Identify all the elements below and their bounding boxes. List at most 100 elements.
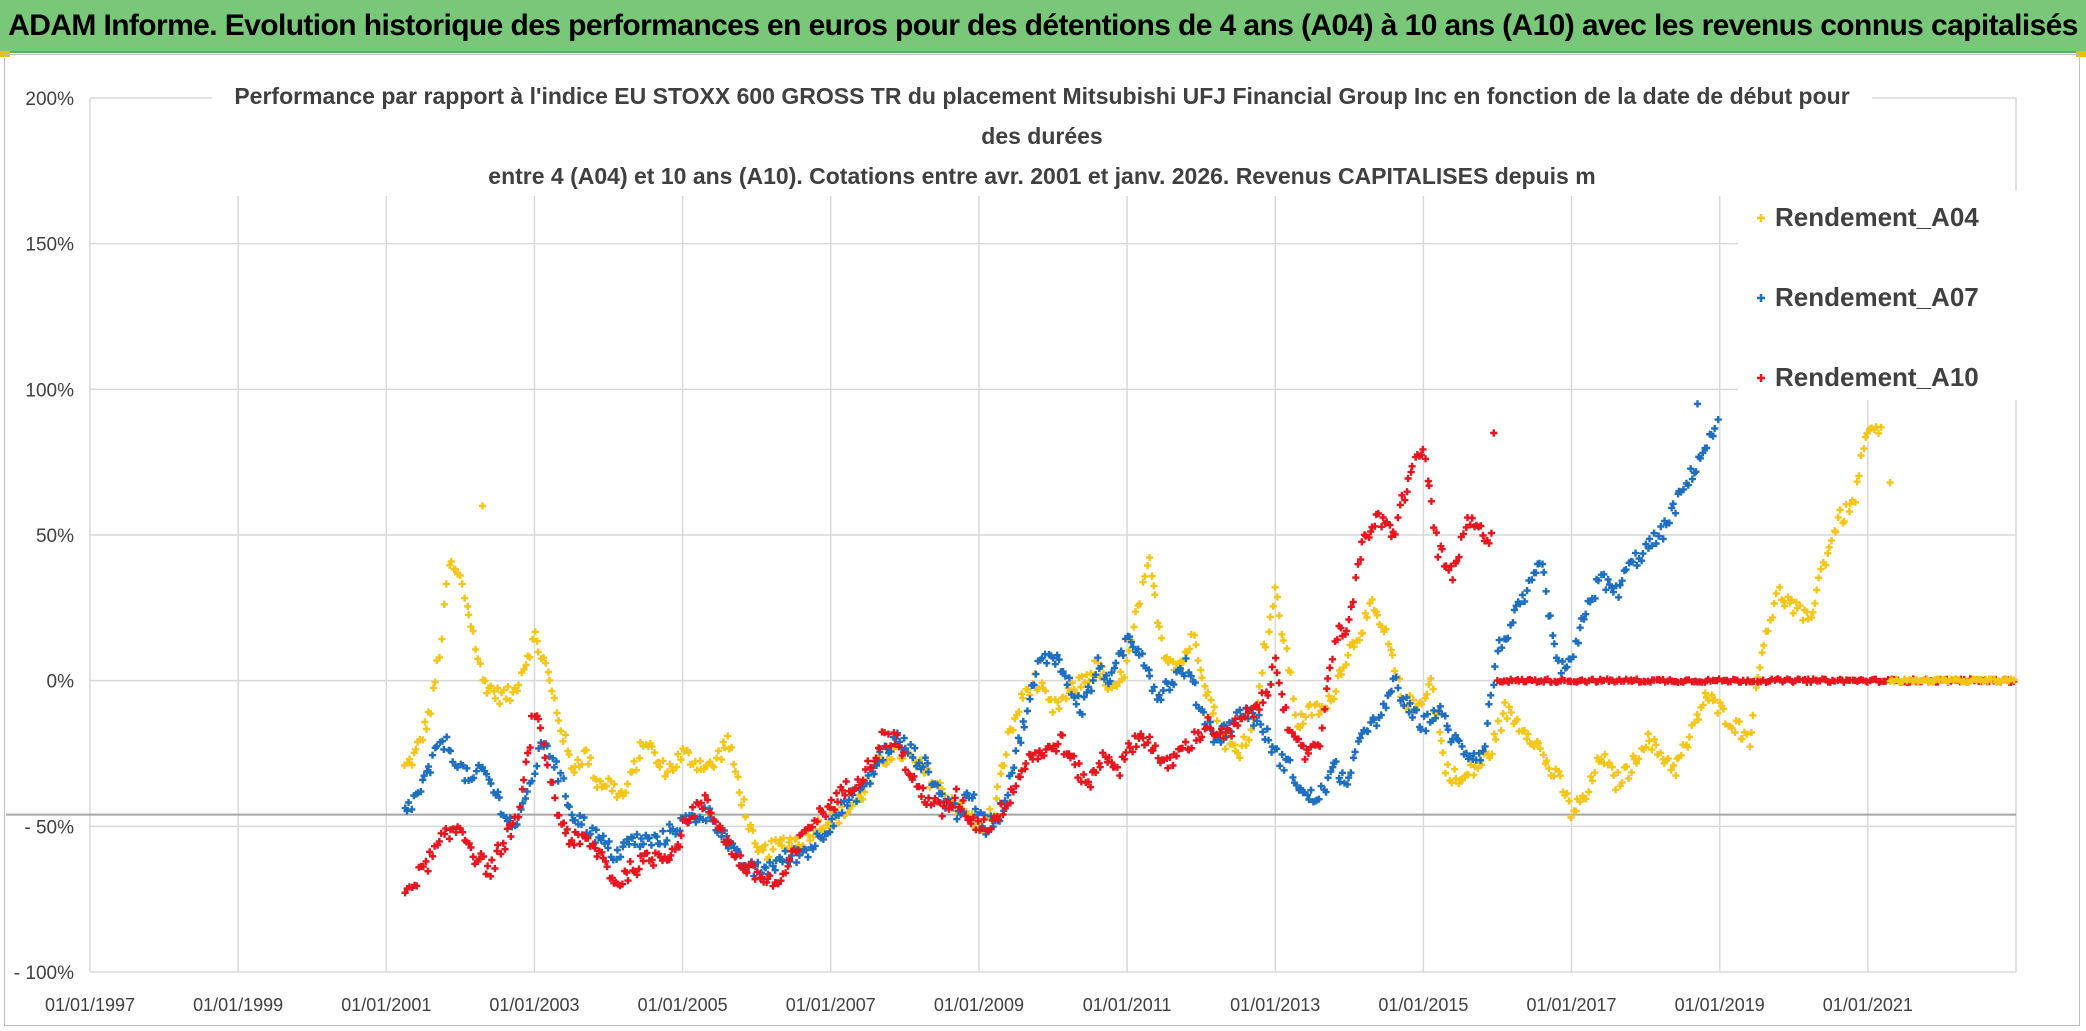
data-point-rendement-a07 <box>970 791 978 799</box>
data-point-rendement-a07 <box>1490 681 1498 689</box>
data-point-rendement-a04 <box>654 758 663 766</box>
data-point-rendement-a04 <box>1131 608 1140 616</box>
data-point-rendement-a04 <box>496 700 504 708</box>
data-point-rendement-a04 <box>506 697 514 705</box>
data-point-rendement-a10 <box>1466 521 1474 529</box>
data-point-rendement-a10 <box>1125 739 1133 747</box>
data-point-rendement-a04 <box>1799 616 1807 624</box>
data-point-rendement-a10 <box>1374 509 1382 518</box>
data-point-rendement-a04 <box>659 757 667 765</box>
data-point-rendement-a07 <box>1622 566 1630 574</box>
data-point-rendement-a04 <box>1130 623 1138 631</box>
data-point-rendement-a04 <box>714 747 723 755</box>
data-point-rendement-a07 <box>420 772 428 780</box>
data-point-rendement-a10 <box>482 870 490 878</box>
data-point-rendement-a04 <box>1731 728 1739 737</box>
data-point-rendement-a04 <box>1505 703 1513 711</box>
data-point-rendement-a04 <box>1728 724 1736 732</box>
data-point-rendement-a07 <box>1176 664 1184 673</box>
data-point-rendement-a07 <box>463 764 471 772</box>
data-point-rendement-a07 <box>1476 756 1485 764</box>
data-point-rendement-a07 <box>1356 734 1364 742</box>
data-point-rendement-a10 <box>1065 750 1073 758</box>
data-point-rendement-a10 <box>643 849 651 857</box>
data-point-rendement-a04 <box>1825 543 1833 551</box>
data-point-rendement-a07 <box>1377 711 1385 719</box>
data-point-rendement-a10 <box>1137 730 1145 738</box>
data-point-rendement-a04 <box>1070 686 1078 694</box>
data-point-rendement-a04 <box>1582 795 1590 803</box>
data-point-rendement-a04 <box>1664 755 1672 763</box>
data-point-rendement-a10 <box>1452 557 1461 565</box>
data-point-rendement-a07 <box>1394 684 1402 692</box>
data-point-rendement-a04 <box>1877 423 1885 431</box>
data-point-rendement-a04 <box>1536 744 1544 753</box>
data-point-rendement-a04 <box>713 754 721 762</box>
data-point-rendement-a10 <box>1337 624 1345 632</box>
data-point-rendement-a10 <box>1272 654 1280 662</box>
data-point-rendement-a04 <box>422 725 431 733</box>
data-point-rendement-a07 <box>1563 663 1571 671</box>
data-point-rendement-a10 <box>1268 663 1276 671</box>
data-point-rendement-a10 <box>872 754 880 762</box>
data-point-rendement-a04 <box>1470 771 1478 779</box>
data-point-rendement-a10 <box>1216 730 1224 738</box>
y-tick-label: 0% <box>47 672 75 693</box>
data-point-rendement-a10 <box>1006 799 1014 807</box>
data-point-rendement-a04 <box>632 766 641 774</box>
data-point-rendement-a04 <box>1179 658 1187 666</box>
data-point-rendement-a04 <box>1234 749 1242 757</box>
data-point-rendement-a10 <box>1438 545 1446 553</box>
data-point-rendement-a07 <box>1273 745 1281 753</box>
data-point-rendement-a07 <box>1166 686 1174 694</box>
data-point-rendement-a07 <box>1078 710 1086 718</box>
data-point-rendement-a04 <box>1815 574 1823 582</box>
data-point-rendement-a07 <box>1650 529 1658 537</box>
legend-marker <box>1757 214 1765 222</box>
data-point-rendement-a10 <box>1234 721 1242 730</box>
data-point-rendement-a07 <box>1688 475 1696 483</box>
x-tick-label: 01/01/2003 <box>489 995 579 1015</box>
data-point-rendement-a04 <box>993 783 1001 791</box>
data-point-rendement-a04 <box>648 742 656 751</box>
data-point-rendement-a04 <box>1418 700 1426 708</box>
data-point-rendement-a10 <box>598 848 606 856</box>
data-point-rendement-a07 <box>1523 587 1531 595</box>
data-point-rendement-a04 <box>2010 676 2018 684</box>
data-point-rendement-a07 <box>1441 712 1449 720</box>
data-point-rendement-a07 <box>1711 424 1719 433</box>
data-point-rendement-a07 <box>663 836 671 844</box>
data-point-rendement-a04 <box>761 841 769 849</box>
data-point-rendement-a07 <box>631 840 639 849</box>
data-point-rendement-a10 <box>1371 522 1379 530</box>
data-point-rendement-a04 <box>861 788 869 796</box>
data-point-rendement-a07 <box>1199 708 1208 716</box>
data-point-rendement-a04 <box>1853 478 1861 486</box>
data-point-rendement-a04 <box>1851 498 1859 506</box>
data-point-rendement-a07 <box>1373 722 1381 730</box>
data-point-rendement-a04 <box>1807 613 1815 621</box>
data-point-rendement-a04 <box>1210 703 1218 711</box>
data-point-rendement-a04 <box>1507 708 1515 716</box>
data-point-rendement-a07 <box>933 781 942 789</box>
data-point-rendement-a07 <box>845 796 853 804</box>
data-point-rendement-a07 <box>669 825 677 833</box>
data-points <box>400 400 2018 897</box>
data-point-rendement-a07 <box>1236 706 1244 714</box>
data-point-rendement-a07 <box>1296 784 1305 792</box>
data-point-rendement-a04 <box>1078 672 1086 680</box>
data-point-rendement-a04 <box>1499 710 1507 718</box>
data-point-rendement-a04 <box>1155 623 1163 631</box>
data-point-rendement-a07 <box>1327 767 1335 776</box>
chart-title-line: Performance par rapport à l'indice EU ST… <box>234 83 1849 109</box>
data-point-rendement-a10 <box>633 871 641 879</box>
data-point-rendement-a10 <box>915 783 923 791</box>
data-point-rendement-a10 <box>469 853 477 861</box>
data-point-rendement-a04 <box>1714 709 1722 717</box>
data-point-rendement-a07 <box>1084 683 1092 691</box>
data-point-rendement-a04 <box>1746 743 1754 751</box>
data-point-rendement-a07 <box>723 832 731 840</box>
data-point-rendement-a04 <box>1247 726 1255 734</box>
data-point-rendement-a07 <box>879 756 887 764</box>
data-point-rendement-a10 <box>974 817 982 825</box>
